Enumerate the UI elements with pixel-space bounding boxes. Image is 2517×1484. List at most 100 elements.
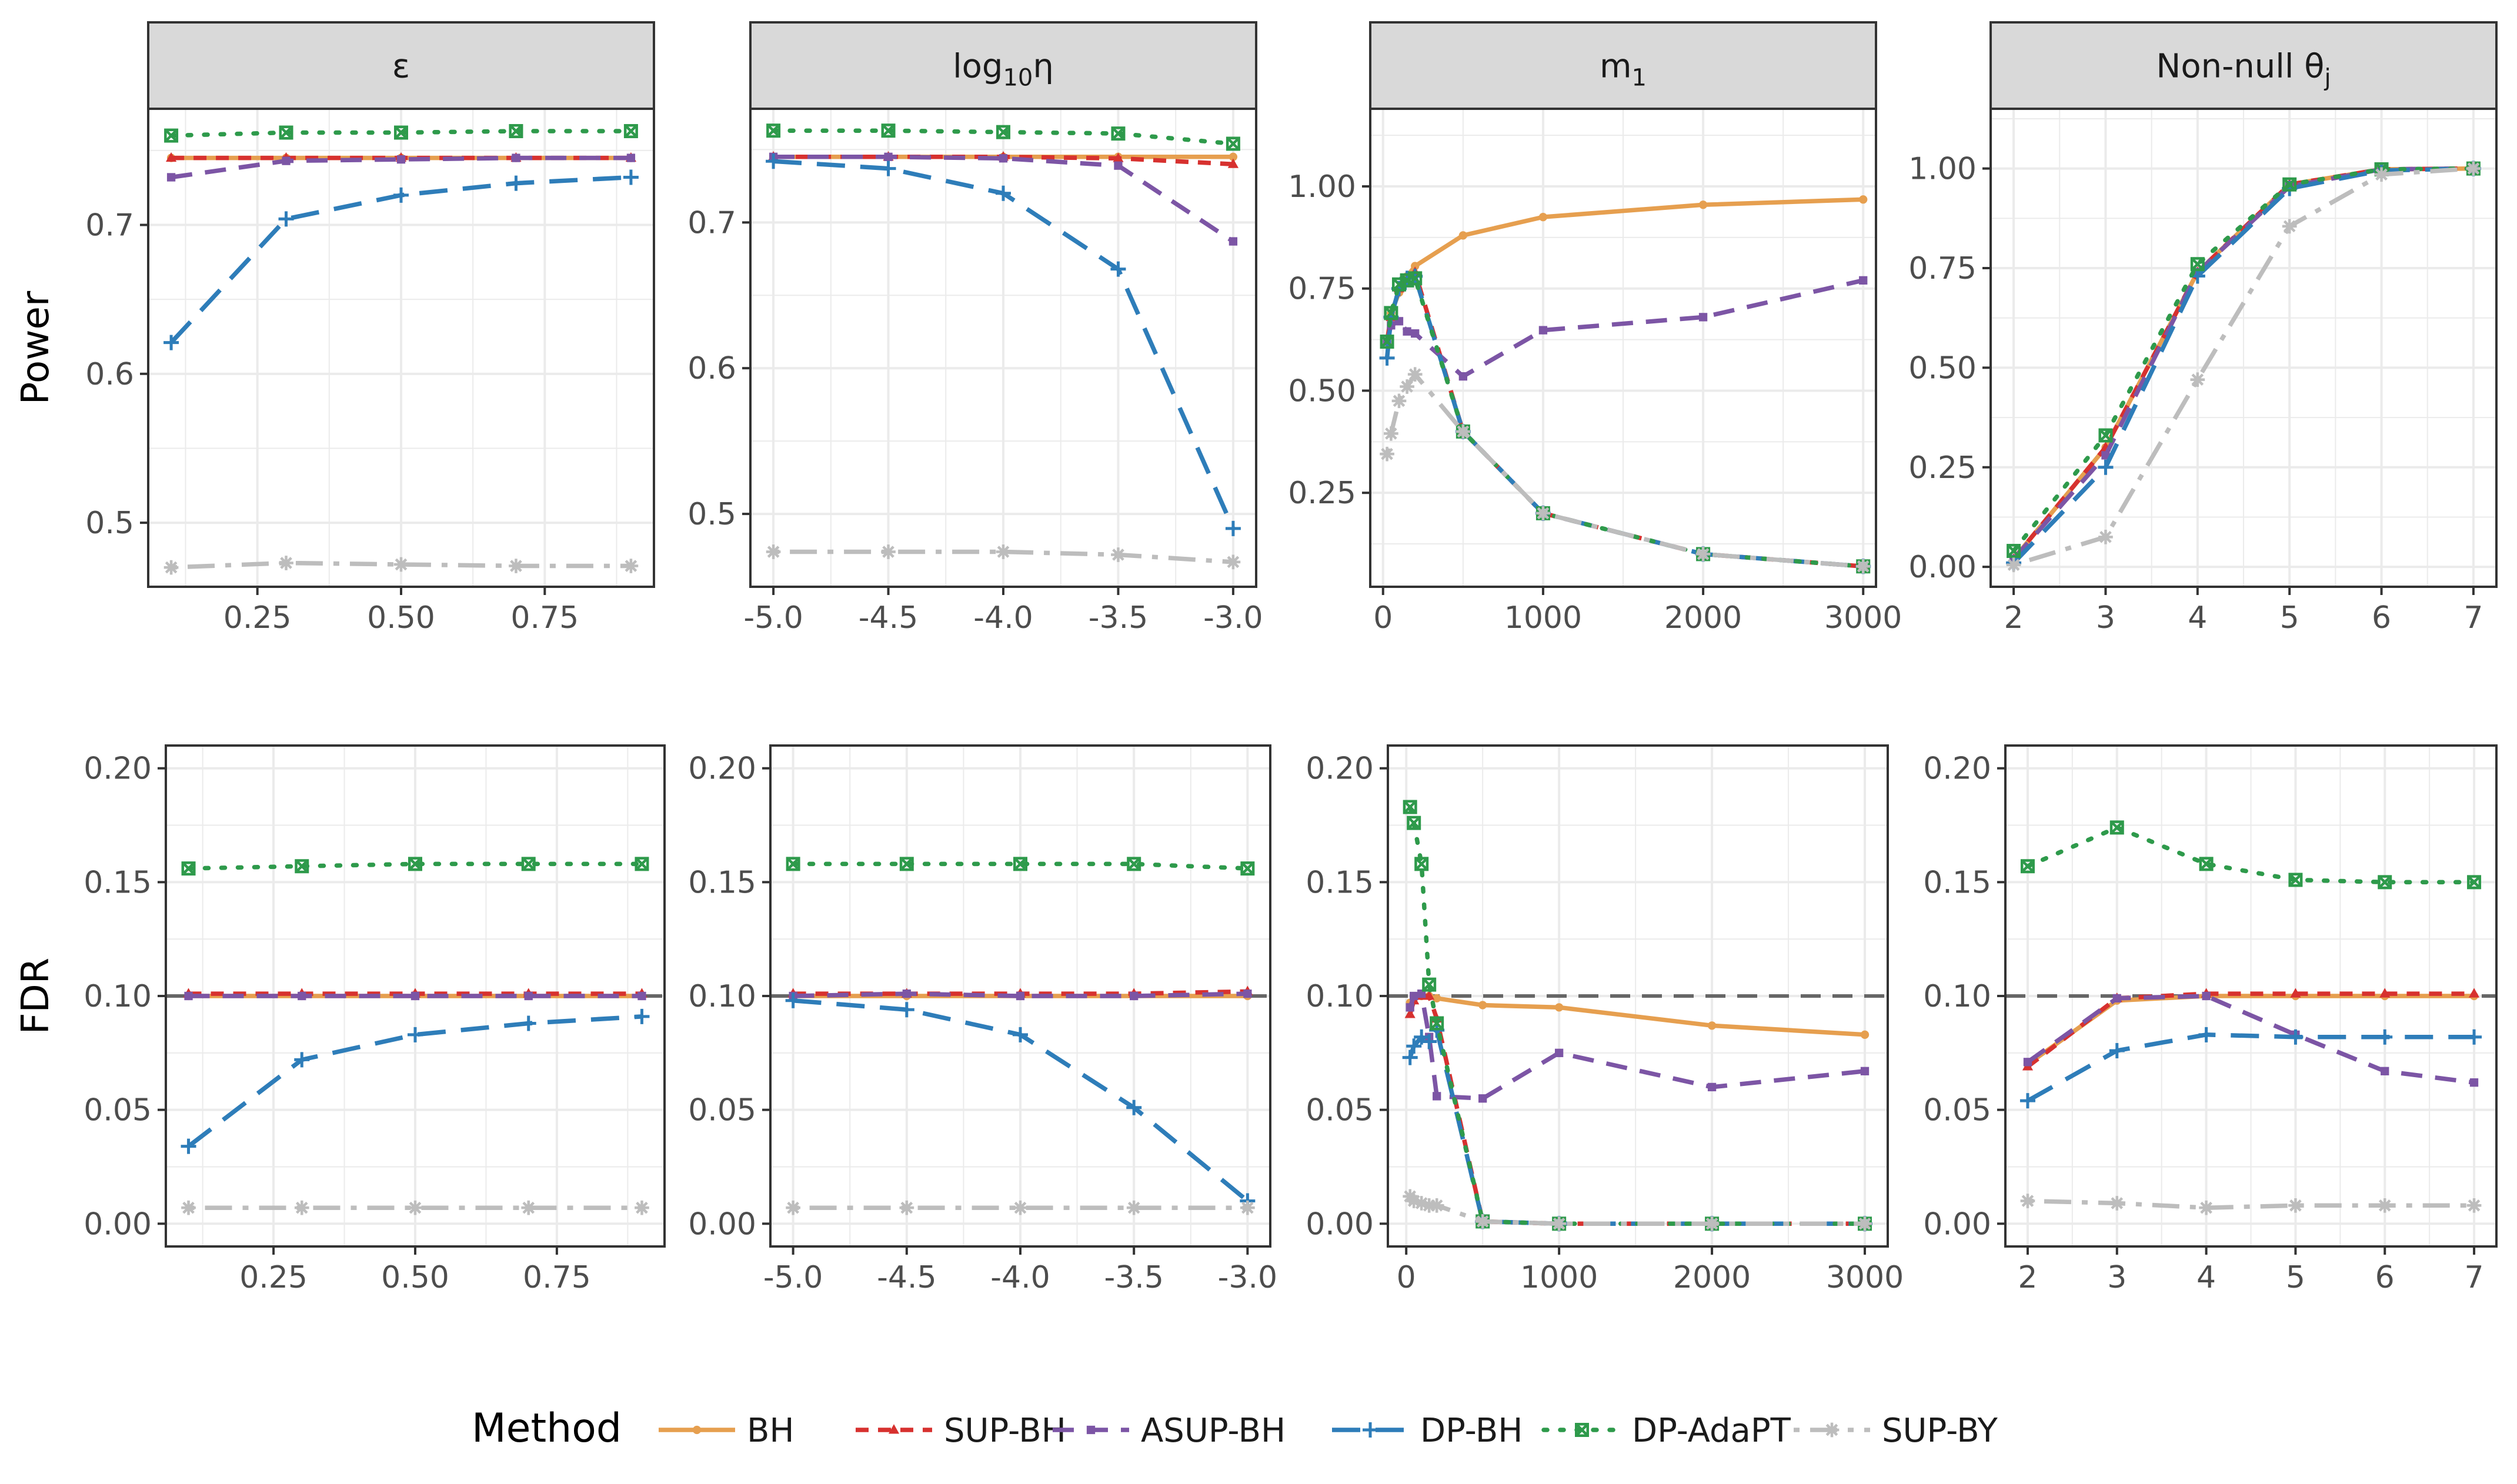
point-asup-bh-7 [1707, 1082, 1717, 1092]
point-dp-adapt-4 [623, 123, 638, 138]
point-dp-bh-0-shape [1379, 350, 1395, 366]
point-dp-adapt-1 [2109, 820, 2124, 835]
x-tick-label: -4.5 [859, 600, 918, 636]
point-dp-adapt-4-cross [1241, 861, 1254, 875]
point-asup-bh-1 [282, 156, 291, 165]
point-asup-bh-8-shape [1860, 1067, 1870, 1075]
point-dp-adapt-2-cross [1392, 278, 1406, 292]
legend-key-marker-shape [692, 1425, 702, 1435]
strip-text: Non-null θ [2156, 48, 2324, 86]
point-dp-bh-3 [1126, 1099, 1142, 1115]
point-bh-7-shape [1698, 200, 1708, 209]
point-dp-adapt-2-cross [1013, 857, 1027, 871]
y-tick-label: 1.00 [1908, 152, 1977, 187]
legend-entry-dp-adapt: DP-AdaPT [1541, 1412, 1791, 1450]
y-tick-label: 0.75 [1288, 272, 1356, 307]
y-tick-label: 0.5 [687, 497, 736, 532]
point-asup-bh-1-shape [884, 152, 893, 161]
point-sup-by-3 [521, 1200, 536, 1215]
y-tick-label: 0.25 [1908, 450, 1977, 486]
point-sup-by-2 [2199, 1200, 2214, 1215]
legend-title: Method [472, 1405, 622, 1452]
point-dp-adapt-0-box [2007, 544, 2021, 559]
y-tick-label: 0.00 [1923, 1206, 1991, 1242]
point-sup-by-0 [786, 1200, 800, 1215]
point-asup-bh-4-shape [1411, 329, 1420, 338]
point-dp-adapt-4-box [623, 123, 638, 138]
point-sup-by-1-shape [2109, 1196, 2125, 1211]
point-sup-by-1 [294, 1200, 309, 1215]
point-dp-adapt-3-box [521, 857, 536, 871]
point-dp-adapt-2-cross [996, 125, 1010, 139]
point-dp-adapt-0-cross [786, 857, 800, 871]
x-tick-label: 0 [1373, 600, 1393, 636]
x-tick-label: 2 [2004, 600, 2024, 636]
y-tick-label: 0.20 [1306, 751, 1374, 787]
point-dp-adapt-1-box [2098, 428, 2113, 443]
point-dp-adapt-0 [2020, 859, 2035, 874]
point-dp-adapt-1-cross [2099, 429, 2112, 442]
x-tick-label: 3000 [1826, 1260, 1904, 1295]
point-dp-adapt-0 [1403, 800, 1417, 814]
point-dp-adapt-1 [2098, 428, 2113, 443]
x-tick-label: 0.50 [367, 600, 435, 636]
point-sup-by-0 [1380, 446, 1394, 462]
point-sup-by-4-shape [1226, 554, 1241, 570]
point-asup-bh-4 [1433, 1092, 1441, 1101]
legend-key-marker-shape [1086, 1425, 1096, 1435]
point-dp-bh-1-shape [2098, 459, 2114, 475]
strip-subscript: 10 [1003, 65, 1033, 92]
point-dp-adapt-2 [2199, 857, 2214, 871]
point-asup-bh-2-shape [2202, 991, 2211, 1001]
legend-entry-asup-bh: ASUP-BH [1053, 1412, 1286, 1450]
point-dp-adapt-2-cross [408, 857, 422, 871]
legend-entry-dp-bh: DP-BH [1332, 1412, 1523, 1450]
y-tick-label: 0.15 [1923, 865, 1991, 900]
point-bh-8-shape [1860, 1030, 1870, 1039]
point-asup-bh-6-shape [1538, 326, 1548, 335]
point-sup-by-2 [408, 1200, 423, 1215]
point-asup-bh-7-shape [1698, 313, 1708, 322]
facet-strip [749, 21, 1257, 110]
point-dp-adapt-0-cross [182, 861, 195, 875]
point-dp-adapt-4 [1430, 1016, 1444, 1031]
point-asup-bh-3 [1114, 161, 1123, 170]
point-bh-8 [1859, 195, 1868, 204]
point-sup-by-5-shape [1456, 424, 1471, 439]
point-dp-adapt-2-box [1414, 857, 1429, 871]
point-dp-adapt-4 [1408, 271, 1423, 286]
series-line-asup-bh [171, 155, 631, 180]
series-line-sup-by [2027, 1198, 2474, 1210]
point-dp-adapt-4-cross [635, 857, 649, 871]
point-asup-bh-0 [2023, 1058, 2032, 1067]
point-dp-adapt-3-cross [1422, 978, 1436, 991]
x-tick-label: -4.0 [990, 1260, 1050, 1295]
point-dp-adapt-2-box [996, 125, 1010, 139]
point-asup-bh-0-shape [184, 991, 193, 1001]
facet-strip-label: Non-null θj [2156, 48, 2331, 92]
point-asup-bh-1-shape [2112, 994, 2121, 1003]
legend-key-marker [1575, 1423, 1589, 1437]
point-bh-8 [1860, 1030, 1870, 1039]
point-sup-by-4 [2374, 167, 2389, 182]
point-dp-adapt-2-box [408, 857, 422, 871]
point-sup-by-0 [163, 560, 179, 575]
point-bh-6 [1538, 212, 1548, 222]
point-dp-adapt-3-cross [2282, 178, 2296, 192]
point-sup-by-3-shape [1126, 1200, 1141, 1215]
point-dp-bh-3-shape [508, 175, 524, 191]
point-dp-adapt-2-box [1013, 857, 1027, 871]
point-asup-bh-3-shape [1130, 991, 1139, 1001]
legend-label: BH [747, 1412, 795, 1450]
series-group [2019, 820, 2482, 1215]
point-sup-by-1 [2098, 529, 2113, 544]
point-dp-adapt-2 [394, 125, 408, 140]
x-tick-label: 6 [2372, 600, 2391, 636]
x-tick-label: 3 [2107, 1260, 2127, 1295]
point-dp-adapt-1-cross [900, 857, 914, 871]
point-asup-bh-7 [1698, 313, 1708, 322]
point-sup-by-3-shape [2288, 1198, 2303, 1213]
point-sup-by-0-shape [163, 560, 179, 575]
point-dp-bh-0 [1402, 1050, 1418, 1065]
series-group [163, 123, 639, 575]
